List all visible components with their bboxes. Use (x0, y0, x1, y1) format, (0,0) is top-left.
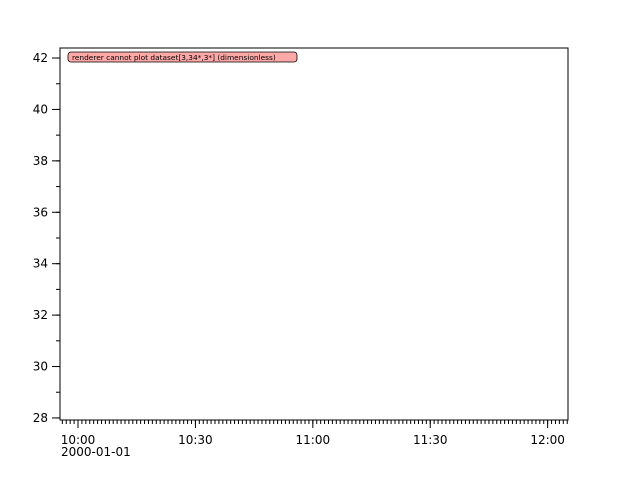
error-annotation-text: renderer cannot plot dataset[3,34*,3*] (… (72, 53, 276, 62)
x-tick-label: 10:30 (178, 433, 213, 447)
y-tick-label: 30 (33, 360, 48, 374)
y-tick-label: 38 (33, 154, 48, 168)
x-date-label: 2000-01-01 (61, 445, 131, 459)
plot-area (59, 47, 569, 421)
y-tick-label: 28 (33, 411, 48, 425)
x-tick-label: 12:00 (530, 433, 565, 447)
x-axis: 10:00 10:30 11:00 11:30 12:00 (61, 420, 568, 447)
x-tick-label: 11:30 (413, 433, 448, 447)
y-tick-label: 36 (33, 205, 48, 219)
error-annotation-box (67, 51, 298, 63)
x-tick-label: 11:00 (296, 433, 331, 447)
x-tick-label: 10:00 (61, 433, 96, 447)
y-tick-label: 34 (33, 257, 48, 271)
error-annotation: renderer cannot plot dataset[3,34*,3*] (… (67, 51, 298, 63)
y-axis: 28 30 32 34 36 38 40 42 (33, 51, 60, 425)
y-tick-label: 32 (33, 308, 48, 322)
y-tick-label: 40 (33, 102, 48, 116)
y-tick-label: 42 (33, 51, 48, 65)
